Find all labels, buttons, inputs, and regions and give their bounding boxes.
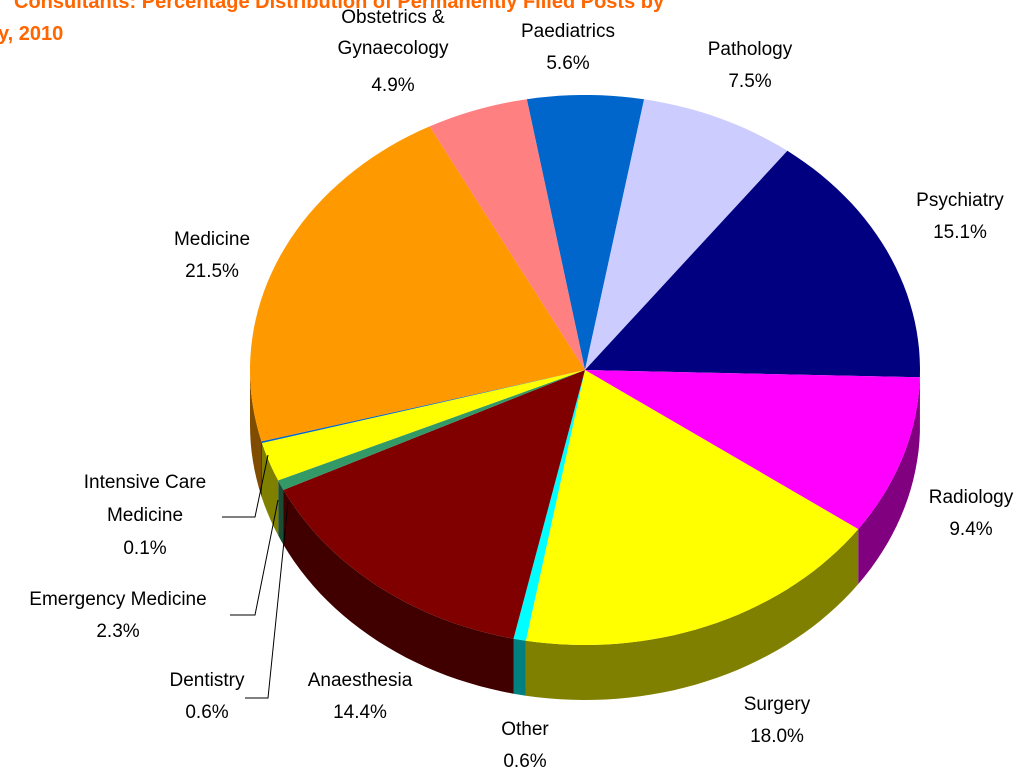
leader-line <box>245 501 289 699</box>
value-label: 14.4% <box>333 702 387 723</box>
value-label: 0.1% <box>123 538 166 559</box>
slice-side <box>278 480 284 545</box>
leader-line <box>230 499 279 616</box>
slice-side <box>261 441 262 498</box>
slice-side <box>858 377 920 585</box>
slice-side <box>513 638 526 696</box>
slice-label: Intensive Care Medicine <box>84 472 207 526</box>
slice <box>526 95 645 370</box>
slice-label: Emergency Medicine <box>29 589 206 610</box>
slice-side <box>283 489 514 694</box>
slice <box>585 370 920 530</box>
slice-label: Paediatrics <box>521 21 615 42</box>
value-label: 18.0% <box>750 726 804 747</box>
slice-side <box>250 370 262 497</box>
value-label: 15.1% <box>933 222 987 243</box>
slice <box>262 370 585 481</box>
chart-title: y, 2010 <box>0 23 63 45</box>
leader-line <box>222 454 269 518</box>
slice <box>429 99 585 370</box>
slice <box>585 99 788 371</box>
slice-label: Medicine <box>174 229 250 250</box>
slice-label: Psychiatry <box>916 190 1004 211</box>
value-label: 2.3% <box>96 621 139 642</box>
slice-label: Dentistry <box>170 670 245 691</box>
slice <box>250 126 585 442</box>
slice-label: Other <box>501 719 549 740</box>
slice <box>261 370 585 443</box>
slice <box>283 370 585 639</box>
slice <box>278 370 585 490</box>
slice-label: Anaesthesia <box>308 670 413 691</box>
value-label: 21.5% <box>185 261 239 282</box>
value-label: 0.6% <box>503 751 546 772</box>
pie <box>250 95 920 700</box>
value-label: 4.9% <box>371 75 414 96</box>
slice-label: Obstetrics & Gynaecology <box>338 7 449 59</box>
slice-side <box>525 529 859 700</box>
slice <box>525 370 859 645</box>
value-label: 7.5% <box>728 71 771 92</box>
value-label: 5.6% <box>546 53 589 74</box>
slice-label: Radiology <box>929 487 1014 508</box>
slice <box>513 370 585 641</box>
slice-label: Surgery <box>744 694 811 715</box>
value-label: 0.6% <box>185 702 228 723</box>
slice <box>585 150 920 378</box>
chart-title: Consultants: Percentage Distribution of … <box>14 0 665 13</box>
value-label: 9.4% <box>949 519 992 540</box>
slice-label: Pathology <box>708 39 793 60</box>
